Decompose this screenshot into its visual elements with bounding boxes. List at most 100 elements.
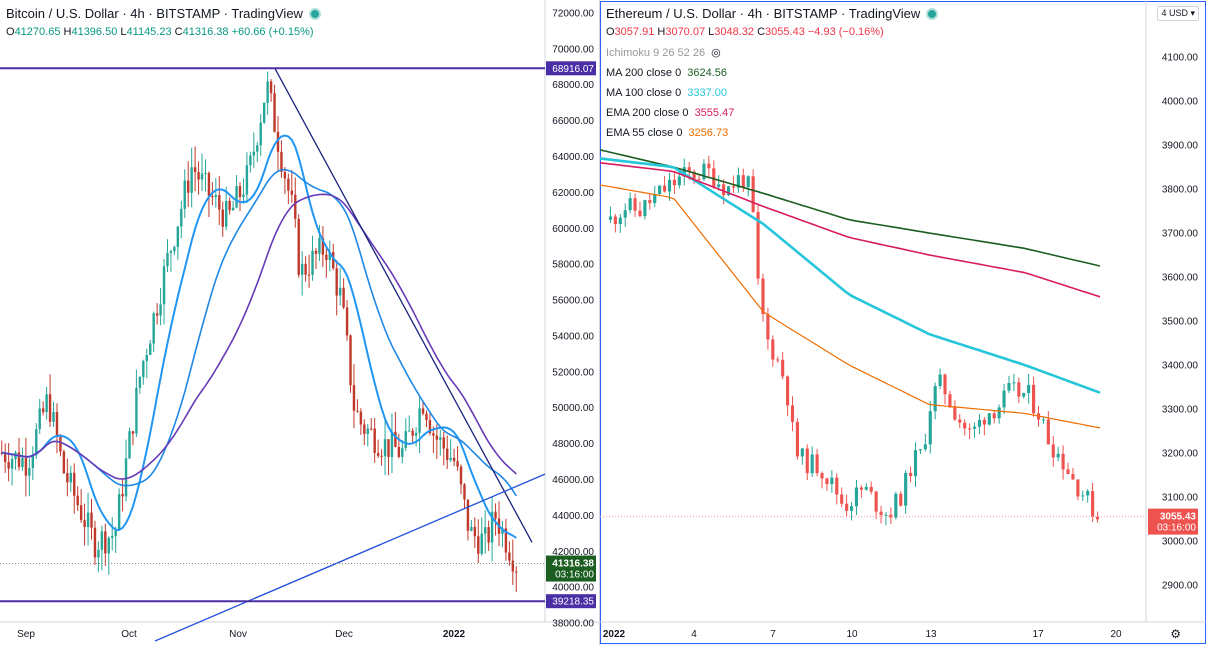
btc-candle-body [231,207,235,211]
btc-candle-body [449,457,452,460]
eth-candle-body [613,216,617,225]
btc-candle-body [10,459,14,469]
btc-candle-body [173,246,176,252]
eth-time-tick: 4 [691,629,697,640]
eth-candle-body [928,411,932,445]
settings-gear-icon[interactable]: ⚙ [1170,627,1181,641]
btc-candle-body [349,335,352,386]
btc-candle-body [3,452,7,463]
eth-candle-body [859,487,863,490]
eth-candle-body [608,216,613,220]
eth-candle-body [977,419,982,427]
eth-indicator-row[interactable]: EMA 55 close 0 3256.73 [606,127,938,139]
eth-indicator-row[interactable]: MA 100 close 0 3337.00 [606,87,938,99]
eth-chart-panel[interactable]: 4100.00 4000.00 3900.00 3800.00 3700.00 3600.… [599,0,1207,645]
eth-close: 3055.43 [765,26,805,38]
eth-candle-body [1007,382,1011,391]
eth-candle-body [667,179,672,192]
eth-title: Ethereum / U.S. Dollar · 4h · BITSTAMP ·… [606,6,921,21]
btc-candle-body [145,354,148,362]
btc-support-trendline [154,473,546,642]
btc-candle-body [249,155,252,166]
btc-candle-body [138,377,142,388]
btc-candle-body [273,93,276,132]
eth-candle-body [815,454,819,474]
eth-candle-body [623,210,627,218]
eth-high: 3070.07 [665,26,706,38]
btc-price-tick: 50000.00 [552,403,594,414]
eth-candle-body [982,419,986,425]
btc-candle-body [45,394,48,413]
btc-candle-body [83,520,86,528]
btc-candle-body [508,552,511,561]
eth-candle-body [918,449,922,451]
eth-indicator-row[interactable]: Ichimoku 9 26 52 26 ◎ [606,46,938,60]
btc-candle-body [193,167,197,173]
btc-candle-body [166,252,169,267]
btc-candle-body [511,560,515,572]
eth-candle-body [854,487,859,507]
btc-candle-body [394,431,397,447]
btc-candle-body [228,200,231,211]
btc-chart-panel[interactable]: 72000.00 70000.00 68000.00 66000.00 64000.00… [0,0,599,645]
eth-candle-body [1081,495,1085,497]
eth-candle-body [830,477,834,485]
eth-candle-body [1051,444,1055,458]
eth-price-tick: 3300.00 [1162,405,1199,416]
eth-header: Ethereum / U.S. Dollar · 4h · BITSTAMP ·… [606,5,939,140]
btc-candle-body [390,431,394,457]
btc-candle-body [380,455,383,457]
eth-indicator-row[interactable]: EMA 200 close 0 3555.47 [606,107,938,119]
btc-candle-body [490,511,494,543]
eth-time-tick: 20 [1110,629,1122,640]
btc-candle-body [69,472,73,483]
eth-chart[interactable]: 4100.00 4000.00 3900.00 3800.00 3700.00 3600.… [600,0,1207,645]
eth-candle-body [633,198,637,211]
eth-candle-body [761,278,765,315]
eth-candle-body [1032,384,1036,414]
eth-time-tick: 13 [925,629,937,640]
eth-candle-body [1095,516,1100,520]
eth-candle-body [707,163,711,169]
eth-candle-body [840,494,844,504]
currency-label: USD [1168,8,1188,18]
indicator-name: EMA 200 close 0 [606,107,689,119]
btc-candle-body [17,452,21,468]
btc-candle-body [28,468,31,476]
btc-candle-body [31,455,35,469]
eth-candle-body [712,168,716,187]
btc-candle-body [432,433,435,436]
btc-price-tick: 68000.00 [552,80,594,91]
eth-indicator-row[interactable]: MA 200 close 0 3624.56 [606,67,938,79]
eth-candle-body [845,503,849,511]
btc-candle-body [38,408,41,430]
indicator-value: 3256.73 [688,127,729,139]
indicator-value: 3555.47 [694,107,735,119]
eth-price-tick: 3900.00 [1162,141,1199,152]
eth-candle-body [692,171,696,179]
eth-candle-body [658,185,662,195]
btc-time-tick: Dec [335,629,353,640]
eth-candle-body [771,339,775,360]
btc-candle-body [142,361,145,378]
eth-candle-body [618,217,622,225]
eth-indicator-legend: Ichimoku 9 26 52 26 ◎ MA 200 close 0 3624.5… [606,46,938,140]
btc-candle-body [128,431,131,459]
eth-candle-body [1022,393,1026,397]
btc-candle-body [452,457,456,462]
btc-price-tick: 66000.00 [552,116,594,127]
btc-chart[interactable]: 72000.00 70000.00 68000.00 66000.00 64000.00… [0,0,599,645]
eth-candle-body [849,506,854,511]
btc-candle-body [439,437,442,440]
eth-candle-body [682,167,686,177]
btc-ma-medium-line [1,168,517,497]
btc-close: 41316.38 [182,26,229,38]
btc-candle-body [411,430,414,436]
btc-candle-body [266,81,269,103]
btc-candle-body [24,457,28,476]
btc-candle-body [401,448,404,457]
currency-button[interactable]: 4 USD ▾ [1157,6,1199,21]
indicator-name: Ichimoku 9 26 52 26 [606,46,706,59]
hidden-eye-icon[interactable]: ◎ [711,47,721,59]
eth-time-tick: 7 [770,629,776,640]
